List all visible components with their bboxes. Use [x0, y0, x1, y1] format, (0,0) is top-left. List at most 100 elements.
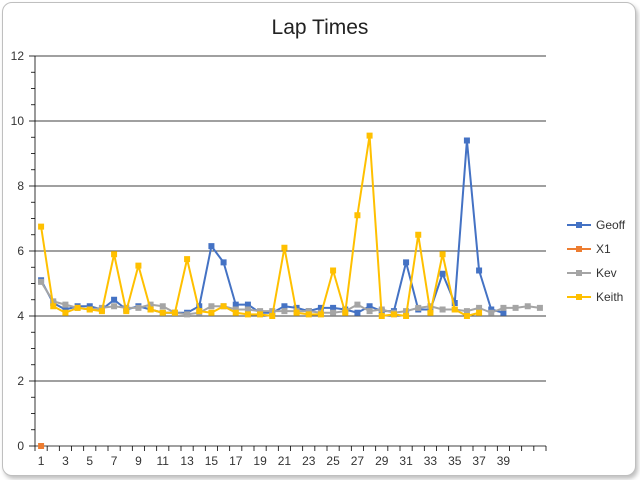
data-point-kev [281, 308, 288, 315]
legend: Geoff X1 Kev Keith [567, 218, 626, 304]
data-point-keith [86, 306, 93, 313]
data-point-keith [463, 313, 470, 319]
data-point-keith [208, 309, 215, 316]
data-point-geoff [403, 259, 410, 266]
x-tick-labels: 1 3 5 7 9 11 13 15 17 19 21 23 25 27 29 31 33 35 37 39 [38, 454, 511, 468]
data-point-keith [74, 304, 81, 311]
data-point-kev [439, 306, 446, 313]
series-keith [38, 132, 483, 319]
data-point-keith [476, 309, 483, 316]
data-point-kev [330, 309, 337, 316]
y-tick-label: 6 [17, 244, 24, 258]
data-point-keith [378, 313, 385, 319]
data-point-geoff [330, 304, 337, 311]
data-point-keith [135, 262, 142, 269]
x-tick-label: 39 [497, 454, 511, 468]
x-tick-label: 35 [448, 454, 462, 468]
data-point-geoff [439, 270, 446, 277]
legend-swatch-marker [576, 246, 582, 252]
legend-item-x1: X1 [567, 242, 611, 256]
data-point-geoff [86, 303, 93, 310]
x-tick-label: 23 [302, 454, 316, 468]
x-tick-label: 1 [38, 454, 45, 468]
data-point-geoff [281, 303, 288, 310]
y-tick-labels: 0 2 4 6 8 10 12 [11, 49, 25, 453]
series-line-geoff [40, 139, 504, 314]
data-point-geoff [111, 296, 118, 303]
x-tick-label: 21 [278, 454, 292, 468]
series-layer [38, 132, 543, 449]
y-tick-label: 12 [11, 49, 25, 63]
data-point-keith [330, 267, 337, 274]
data-point-keith [232, 309, 239, 316]
data-point-geoff [463, 137, 470, 144]
data-point-kev [208, 303, 215, 310]
x-tick-label: 5 [86, 454, 93, 468]
x-tick-label: 37 [472, 454, 486, 468]
data-point-keith [427, 309, 434, 316]
chart-title: Lap Times [272, 16, 369, 39]
data-point-geoff [476, 267, 483, 274]
data-point-kev [111, 303, 118, 310]
series-x1 [38, 443, 45, 449]
legend-label: Geoff [596, 218, 626, 232]
data-point-kev [244, 306, 251, 313]
x-tick-label: 25 [326, 454, 340, 468]
data-point-keith [159, 309, 166, 316]
data-point-geoff [317, 304, 324, 311]
x-tick-label: 9 [135, 454, 142, 468]
legend-swatch-marker [576, 222, 582, 228]
data-point-kev [536, 304, 543, 311]
legend-swatch-marker [576, 270, 582, 276]
data-point-keith [415, 231, 422, 238]
data-point-keith [38, 223, 45, 230]
data-point-keith [111, 251, 118, 258]
data-point-keith [62, 309, 69, 316]
data-point-geoff [500, 309, 507, 316]
axes [29, 55, 547, 451]
data-point-kev [147, 301, 154, 308]
data-point-kev [135, 304, 142, 311]
data-point-kev [524, 303, 531, 310]
data-point-geoff [196, 303, 203, 310]
data-point-kev [366, 308, 373, 315]
data-point-geoff [488, 306, 495, 313]
data-point-keith [171, 309, 178, 316]
data-point-kev [184, 311, 191, 318]
data-point-kev [159, 303, 166, 310]
data-point-geoff [244, 301, 251, 308]
data-point-geoff [232, 301, 239, 308]
data-point-keith [98, 308, 105, 315]
data-point-kev [463, 308, 470, 315]
data-point-keith [196, 308, 203, 315]
data-point-kev [488, 309, 495, 316]
data-point-keith [451, 306, 458, 313]
data-point-geoff [220, 259, 227, 266]
data-point-keith [293, 309, 300, 316]
data-point-x1 [38, 443, 45, 449]
x-tick-label: 29 [375, 454, 389, 468]
chart-frame [2, 2, 636, 476]
data-point-keith [439, 251, 446, 258]
legend-label: Kev [596, 266, 617, 280]
data-point-keith [366, 132, 373, 139]
legend-item-keith: Keith [567, 290, 623, 304]
legend-item-kev: Kev [567, 266, 617, 280]
data-point-keith [220, 303, 227, 310]
x-tick-label: 11 [157, 454, 170, 468]
data-point-keith [147, 306, 154, 313]
data-point-kev [500, 304, 507, 311]
data-point-kev [415, 304, 422, 311]
data-point-keith [305, 311, 312, 318]
x-tick-label: 33 [424, 454, 438, 468]
y-tick-label: 4 [17, 309, 24, 323]
data-point-kev [62, 301, 69, 308]
data-point-keith [281, 244, 288, 251]
data-point-keith [123, 308, 130, 315]
x-tick-label: 13 [180, 454, 194, 468]
legend-swatch-marker [576, 294, 582, 300]
data-point-kev [354, 301, 361, 308]
x-tick-label: 15 [205, 454, 219, 468]
data-point-keith [390, 311, 397, 318]
